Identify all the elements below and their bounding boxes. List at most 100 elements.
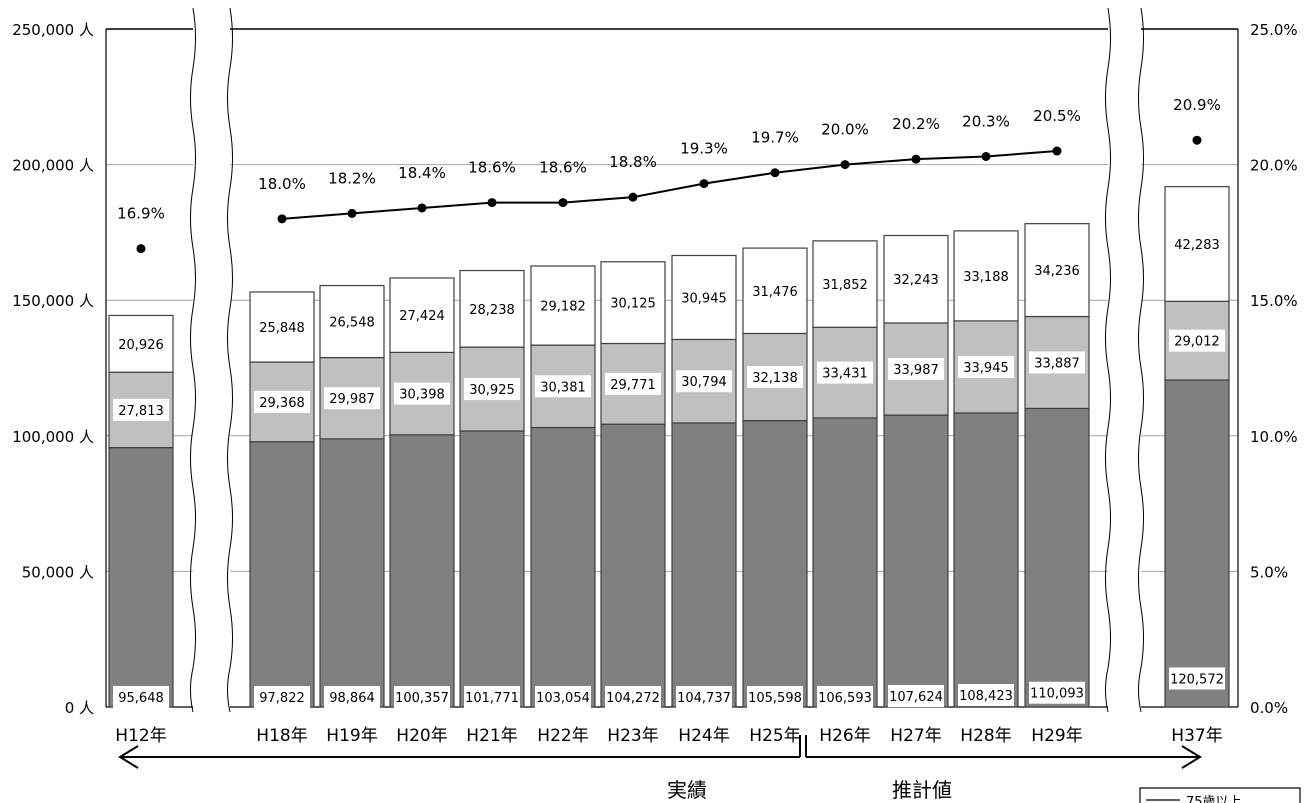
data-label: 25,848	[259, 321, 305, 336]
x-tick-label: H23年	[607, 726, 658, 746]
data-label: 95,648	[118, 691, 164, 706]
data-label: 33,188	[963, 270, 1009, 285]
x-tick-label: H21年	[466, 726, 517, 746]
data-label-box	[464, 297, 520, 320]
rate-label: 18.8%	[609, 153, 657, 171]
data-label: 31,852	[822, 278, 868, 293]
data-label: 20,926	[118, 338, 164, 353]
bar-segment	[883, 414, 949, 708]
gridlines	[105, 28, 1239, 708]
data-label-box	[394, 304, 450, 327]
rate-label: 18.6%	[468, 159, 516, 177]
annotation-actual: 実績	[667, 778, 707, 802]
left-tick-label: 100,000 人	[12, 428, 94, 446]
bar-segment	[1164, 379, 1230, 708]
period-arrows	[118, 735, 1202, 769]
data-label: 30,125	[610, 297, 656, 312]
annotation-estimate: 推計値	[892, 778, 952, 802]
bar-segment	[812, 417, 878, 708]
data-label: 29,012	[1174, 335, 1220, 350]
data-label: 29,987	[329, 392, 375, 407]
data-label: 31,476	[752, 285, 798, 300]
rate-polyline	[281, 150, 1058, 220]
data-label: 27,813	[118, 404, 164, 419]
data-label-box	[888, 358, 944, 381]
break-line	[190, 7, 196, 713]
data-label: 28,238	[469, 303, 515, 318]
break-line	[1138, 7, 1144, 713]
rate-label: 18.4%	[398, 164, 446, 182]
data-label-box	[1169, 232, 1225, 255]
data-label-box	[747, 279, 803, 302]
data-label-box	[676, 686, 732, 708]
bar-segment	[319, 438, 385, 708]
data-label: 29,182	[540, 300, 586, 315]
break-line	[227, 7, 233, 713]
data-label-box	[817, 361, 873, 384]
data-label: 104,272	[606, 691, 660, 706]
data-label-box	[324, 310, 380, 333]
right-tick-label: 10.0%	[1250, 428, 1298, 446]
arrow-right-head	[1181, 745, 1202, 769]
data-label-box	[324, 387, 380, 410]
x-tick-label: H37年	[1171, 726, 1222, 746]
x-tick-label: H19年	[326, 726, 377, 746]
data-label-box	[535, 375, 591, 398]
data-label-box	[817, 686, 873, 708]
rate-label: 18.0%	[258, 175, 306, 193]
left-tick-label: 150,000 人	[12, 292, 94, 310]
x-axis-labels: H12年 H18年 H19年 H20年 H21年 H22年 H23年 H24年 H25年 H26年…	[115, 726, 1222, 746]
bar-segment	[742, 420, 808, 708]
x-tick-label: H20年	[396, 726, 447, 746]
data-label-box	[747, 686, 803, 708]
x-tick-label: H27年	[890, 726, 941, 746]
data-label-box	[888, 268, 944, 291]
right-tick-label: 0.0%	[1250, 699, 1288, 717]
data-label: 108,423	[959, 689, 1013, 704]
bar-segment	[389, 434, 455, 708]
legend-box	[1139, 787, 1301, 803]
x-tick-label: H28年	[960, 726, 1011, 746]
rate-label: 20.2%	[892, 115, 940, 133]
rate-point	[136, 244, 146, 254]
data-label: 30,925	[469, 383, 515, 398]
bar-segment	[108, 447, 174, 708]
data-label-box	[254, 390, 310, 413]
left-tick-label: 250,000 人	[12, 21, 94, 39]
rate-label: 20.5%	[1033, 107, 1081, 125]
data-label: 30,794	[681, 375, 727, 390]
data-label: 33,945	[963, 361, 1009, 376]
data-label-box	[888, 685, 944, 708]
bar-segment	[600, 423, 666, 708]
data-label-box	[464, 378, 520, 401]
data-label-box	[817, 273, 873, 296]
data-label: 29,771	[610, 378, 656, 393]
data-label-box	[535, 686, 591, 708]
rate-label: 20.9%	[1173, 96, 1221, 114]
rate-label: 19.3%	[680, 140, 728, 158]
data-label: 103,054	[536, 691, 590, 706]
bar-segment	[953, 412, 1019, 708]
data-label: 106,593	[818, 691, 872, 706]
rate-line: 16.9% 18.0% 18.2% 18.4% 18.6% 18.6% 18.8% 19.3%…	[117, 96, 1221, 254]
data-label: 29,368	[259, 396, 305, 411]
data-label-box	[605, 291, 661, 314]
data-label-box	[113, 398, 169, 421]
data-label-box	[254, 316, 310, 339]
bar-segment	[671, 422, 737, 708]
rate-label: 20.0%	[821, 121, 869, 139]
data-label-box	[394, 382, 450, 405]
left-tick-label: 0 人	[65, 699, 94, 717]
bar-segment	[530, 426, 596, 708]
data-label: 33,887	[1034, 356, 1080, 371]
data-label: 26,548	[329, 316, 375, 331]
right-tick-label: 25.0%	[1250, 21, 1298, 39]
bar-segment	[459, 430, 525, 708]
data-label: 101,771	[465, 691, 519, 706]
data-label: 110,093	[1030, 687, 1084, 702]
bar-segment	[249, 441, 315, 708]
rate-label: 16.9%	[117, 205, 165, 223]
data-label-box	[1169, 329, 1225, 352]
data-label: 97,822	[259, 691, 305, 706]
data-label: 100,357	[395, 691, 449, 706]
